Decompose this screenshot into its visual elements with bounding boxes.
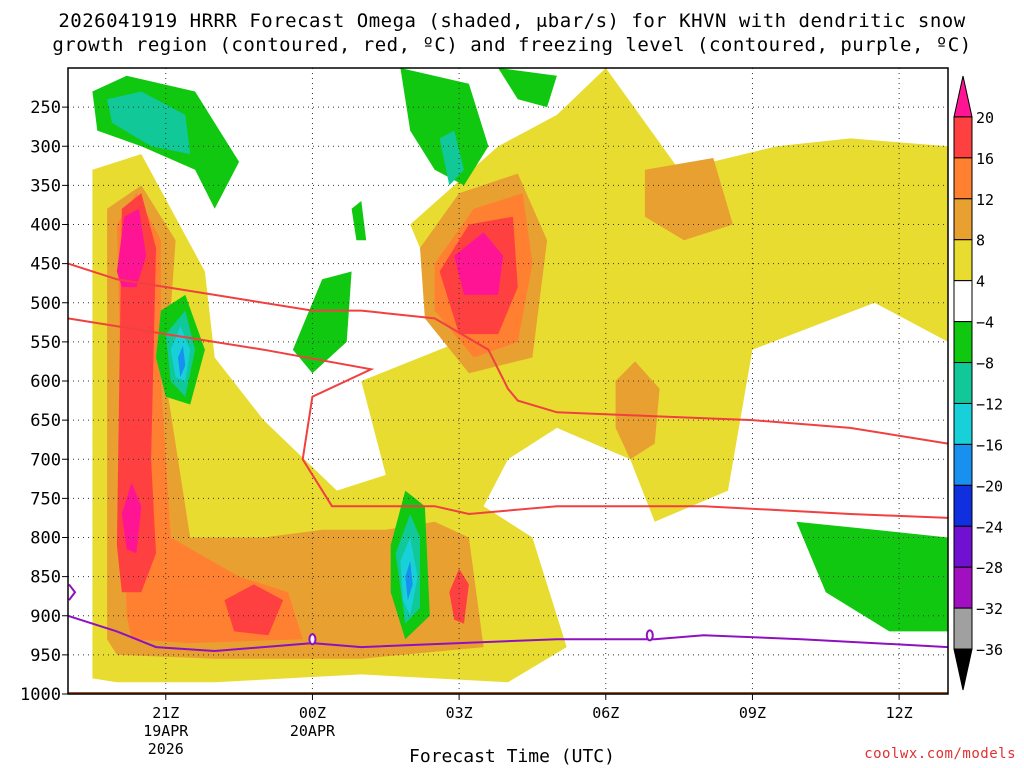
colorbar-segment [953,402,973,445]
colorbar-label: −12 [976,395,1003,413]
x-tick-label: 00Z [299,704,326,722]
omega-region-11 [116,208,147,288]
colorbar-segment [953,443,973,486]
x-tick-label: 09Z [739,704,766,722]
x-tick-label: 03Z [446,704,473,722]
ground-surface [68,692,948,694]
y-tick-label: 600 [30,372,61,392]
y-tick-label: 700 [30,450,61,470]
x-tick-sublabel: 19APR [143,722,189,740]
freezing-level-contour [67,614,949,653]
freezing-level-marker-0 [308,633,317,646]
y-tick-label: 750 [30,489,61,509]
colorbar-label: −16 [976,436,1003,454]
omega-region-10 [449,568,469,624]
colorbar-segment [953,280,973,323]
omega-region-15 [400,68,489,186]
colorbar-segment [953,75,973,118]
colorbar-segment [953,157,973,200]
omega-region-1 [107,185,484,659]
colorbar-segment [953,648,973,691]
colorbar-segment [953,525,973,568]
x-tick-sublabel: 2026 [148,740,184,758]
x-tick-label: 06Z [592,704,619,722]
colorbar-segment [953,116,973,159]
colorbar-label: −4 [976,314,994,332]
omega-region-20 [796,521,948,632]
colorbar: 20 16 12 8 4 −4 −8 −12 −16 −20 −24 −28 −32 −36 [953,75,1003,691]
colorbar-label: −24 [976,518,1003,536]
omega-region-4 [644,158,733,241]
credit-text: coolwx.com/models [864,746,1016,762]
omega-region-8 [224,584,284,636]
colorbar-segment [953,484,973,527]
dgz-contour-1 [67,317,949,519]
x-tick-sublabel: 20APR [290,722,336,740]
colorbar-segment [953,239,973,282]
colorbar-label: −32 [976,600,1003,618]
colorbar-segment [953,198,973,241]
colorbar-label: −36 [976,641,1003,659]
colorbar-label: 20 [976,109,994,127]
y-tick-label: 800 [30,529,61,549]
dgz-contour-0 [67,262,949,445]
y-tick-label: 650 [30,411,61,431]
omega-region-22 [107,91,191,155]
y-tick-label: 300 [30,137,61,157]
y-tick-label: 450 [30,255,61,275]
freezing-level-edge-marker [68,583,77,601]
chart-title-line1: 2026041919 HRRR Forecast Omega (shaded, … [58,10,966,32]
omega-region-16 [498,68,557,108]
colorbar-label: −28 [976,559,1003,577]
y-tick-label: 950 [30,646,61,666]
y-tick-label: 500 [30,294,61,314]
omega-region-21 [351,201,367,241]
y-tick-label: 850 [30,568,61,588]
omega-region-12 [121,482,142,554]
colorbar-label: 4 [976,273,985,291]
omega-region-23 [439,130,464,186]
colorbar-label: 8 [976,232,985,250]
y-tick-label: 900 [30,607,61,627]
colorbar-label: −8 [976,355,994,373]
x-tick-label: 21Z [152,704,179,722]
chart-title-line2: growth region (contoured, red, ºC) and f… [52,34,972,56]
colorbar-segment [953,321,973,364]
y-tick-label: 550 [30,333,61,353]
colorbar-label: 16 [976,150,994,168]
colorbar-segment [953,566,973,609]
x-tick-label: 12Z [886,704,913,722]
colorbar-label: −20 [976,477,1003,495]
y-tick-label: 400 [30,216,61,236]
colorbar-label: 12 [976,191,994,209]
freezing-level-marker-1 [645,629,654,642]
y-tick-label: 350 [30,176,61,196]
y-tick-label: 1000 [20,685,61,705]
omega-region-3 [615,361,660,460]
omega-region-7 [116,193,156,593]
x-axis-label: Forecast Time (UTC) [409,746,615,767]
omega-region-28 [178,345,186,378]
omega-region-5 [116,193,303,644]
colorbar-segment [953,607,973,650]
omega-region-18 [292,271,352,374]
omega-region-29 [405,561,413,601]
omega-region-0 [92,68,948,683]
colorbar-segment [953,362,973,404]
y-tick-label: 250 [30,98,61,118]
